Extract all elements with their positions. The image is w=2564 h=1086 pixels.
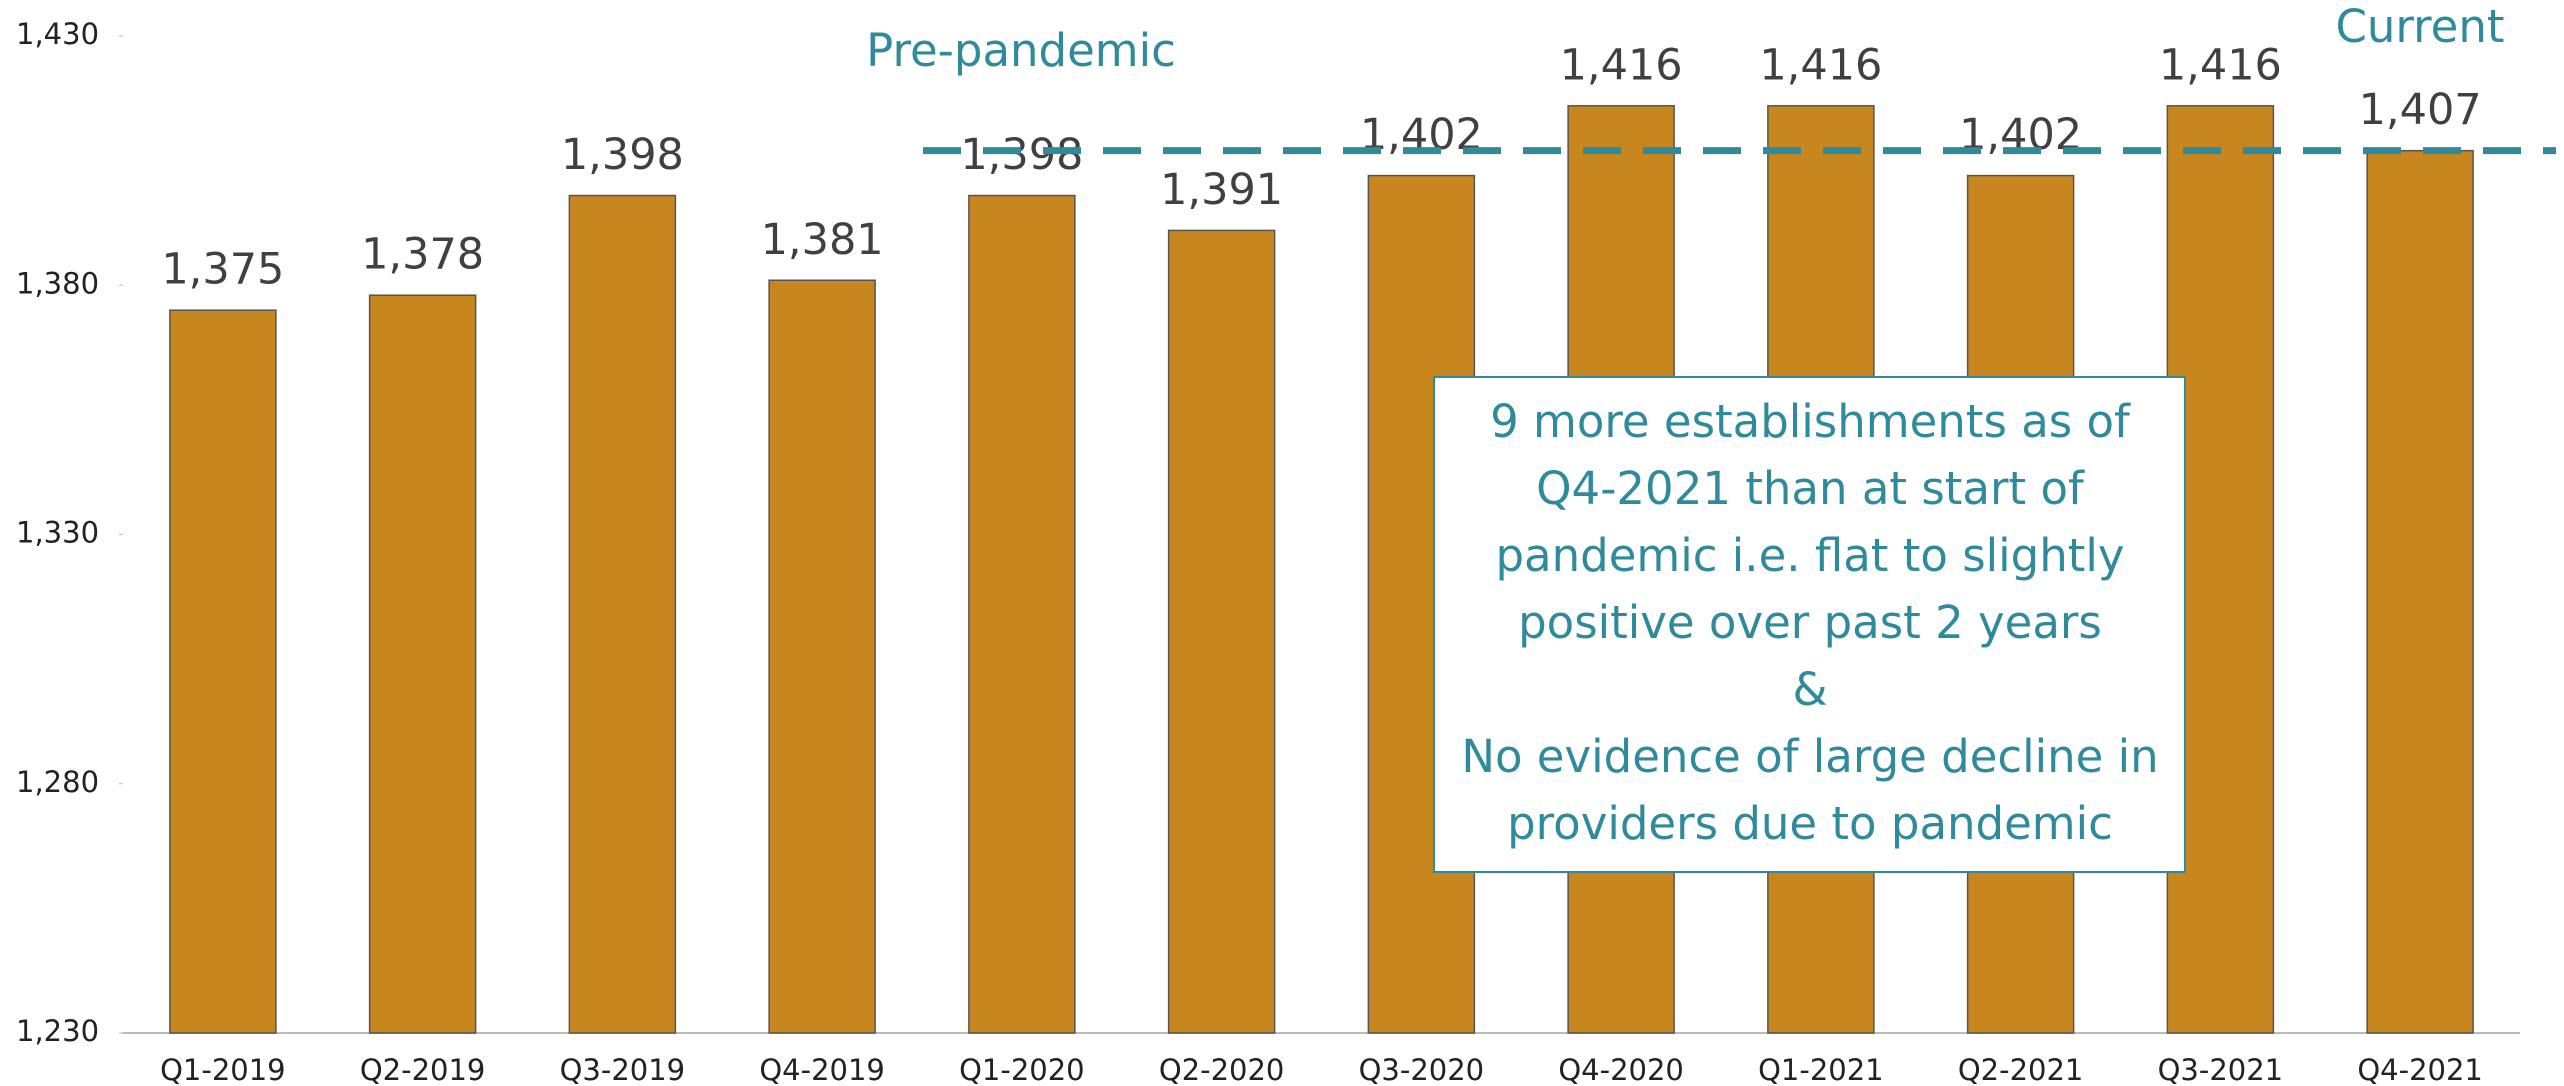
data-label: 1,407 [2359, 85, 2482, 135]
bar [169, 309, 277, 1034]
data-label: 1,416 [1759, 40, 1882, 90]
bar [2366, 149, 2474, 1034]
bar [1167, 229, 1276, 1034]
x-tick-label: Q3-2021 [2158, 1053, 2284, 1086]
y-tick-label: 1,380 [16, 266, 99, 300]
x-tick-label: Q2-2019 [360, 1053, 486, 1086]
data-label: 1,398 [561, 130, 684, 180]
x-tick-label: Q2-2021 [1958, 1053, 2084, 1086]
x-tick-label: Q4-2021 [2357, 1053, 2483, 1086]
annotation-line: Q4-2021 than at start of [1536, 462, 2085, 515]
y-tick-label: 1,280 [16, 765, 99, 799]
data-label: 1,378 [361, 230, 484, 280]
bar [368, 294, 477, 1034]
annotation-line: 9 more establishments as of [1490, 395, 2131, 448]
y-tick-label: 1,230 [16, 1014, 99, 1048]
bar [568, 194, 677, 1034]
annotation-box [1433, 376, 2186, 873]
data-label: 1,416 [1560, 40, 1683, 90]
x-tick-label: Q3-2020 [1359, 1053, 1485, 1086]
y-tick-label: 1,330 [16, 516, 99, 550]
annotation-line: & [1792, 663, 1827, 716]
data-label: 1,391 [1160, 165, 1283, 215]
x-tick-label: Q1-2019 [160, 1053, 286, 1086]
pre-pandemic-label: Pre-pandemic [866, 24, 1176, 77]
data-label: 1,416 [2159, 40, 2282, 90]
x-tick-label: Q4-2019 [759, 1053, 885, 1086]
annotation-line: No evidence of large decline in [1461, 730, 2158, 783]
x-tick-label: Q1-2021 [1758, 1053, 1884, 1086]
x-tick-label: Q1-2020 [959, 1053, 1085, 1086]
data-label: 1,375 [161, 245, 284, 295]
current-label: Current [2335, 0, 2504, 53]
data-label: 1,381 [761, 215, 884, 265]
y-tick-label: 1,430 [16, 17, 99, 51]
annotation-line: pandemic i.e. flat to slightly [1495, 529, 2124, 582]
bar [768, 279, 876, 1034]
x-tick-label: Q2-2020 [1159, 1053, 1285, 1086]
annotation-line: positive over past 2 years [1518, 596, 2102, 649]
annotation-line: providers due to pandemic [1507, 797, 2113, 850]
x-tick-label: Q4-2020 [1558, 1053, 1684, 1086]
x-tick-label: Q3-2019 [560, 1053, 686, 1086]
bar [968, 194, 1076, 1034]
data-label: 1,398 [960, 130, 1083, 180]
